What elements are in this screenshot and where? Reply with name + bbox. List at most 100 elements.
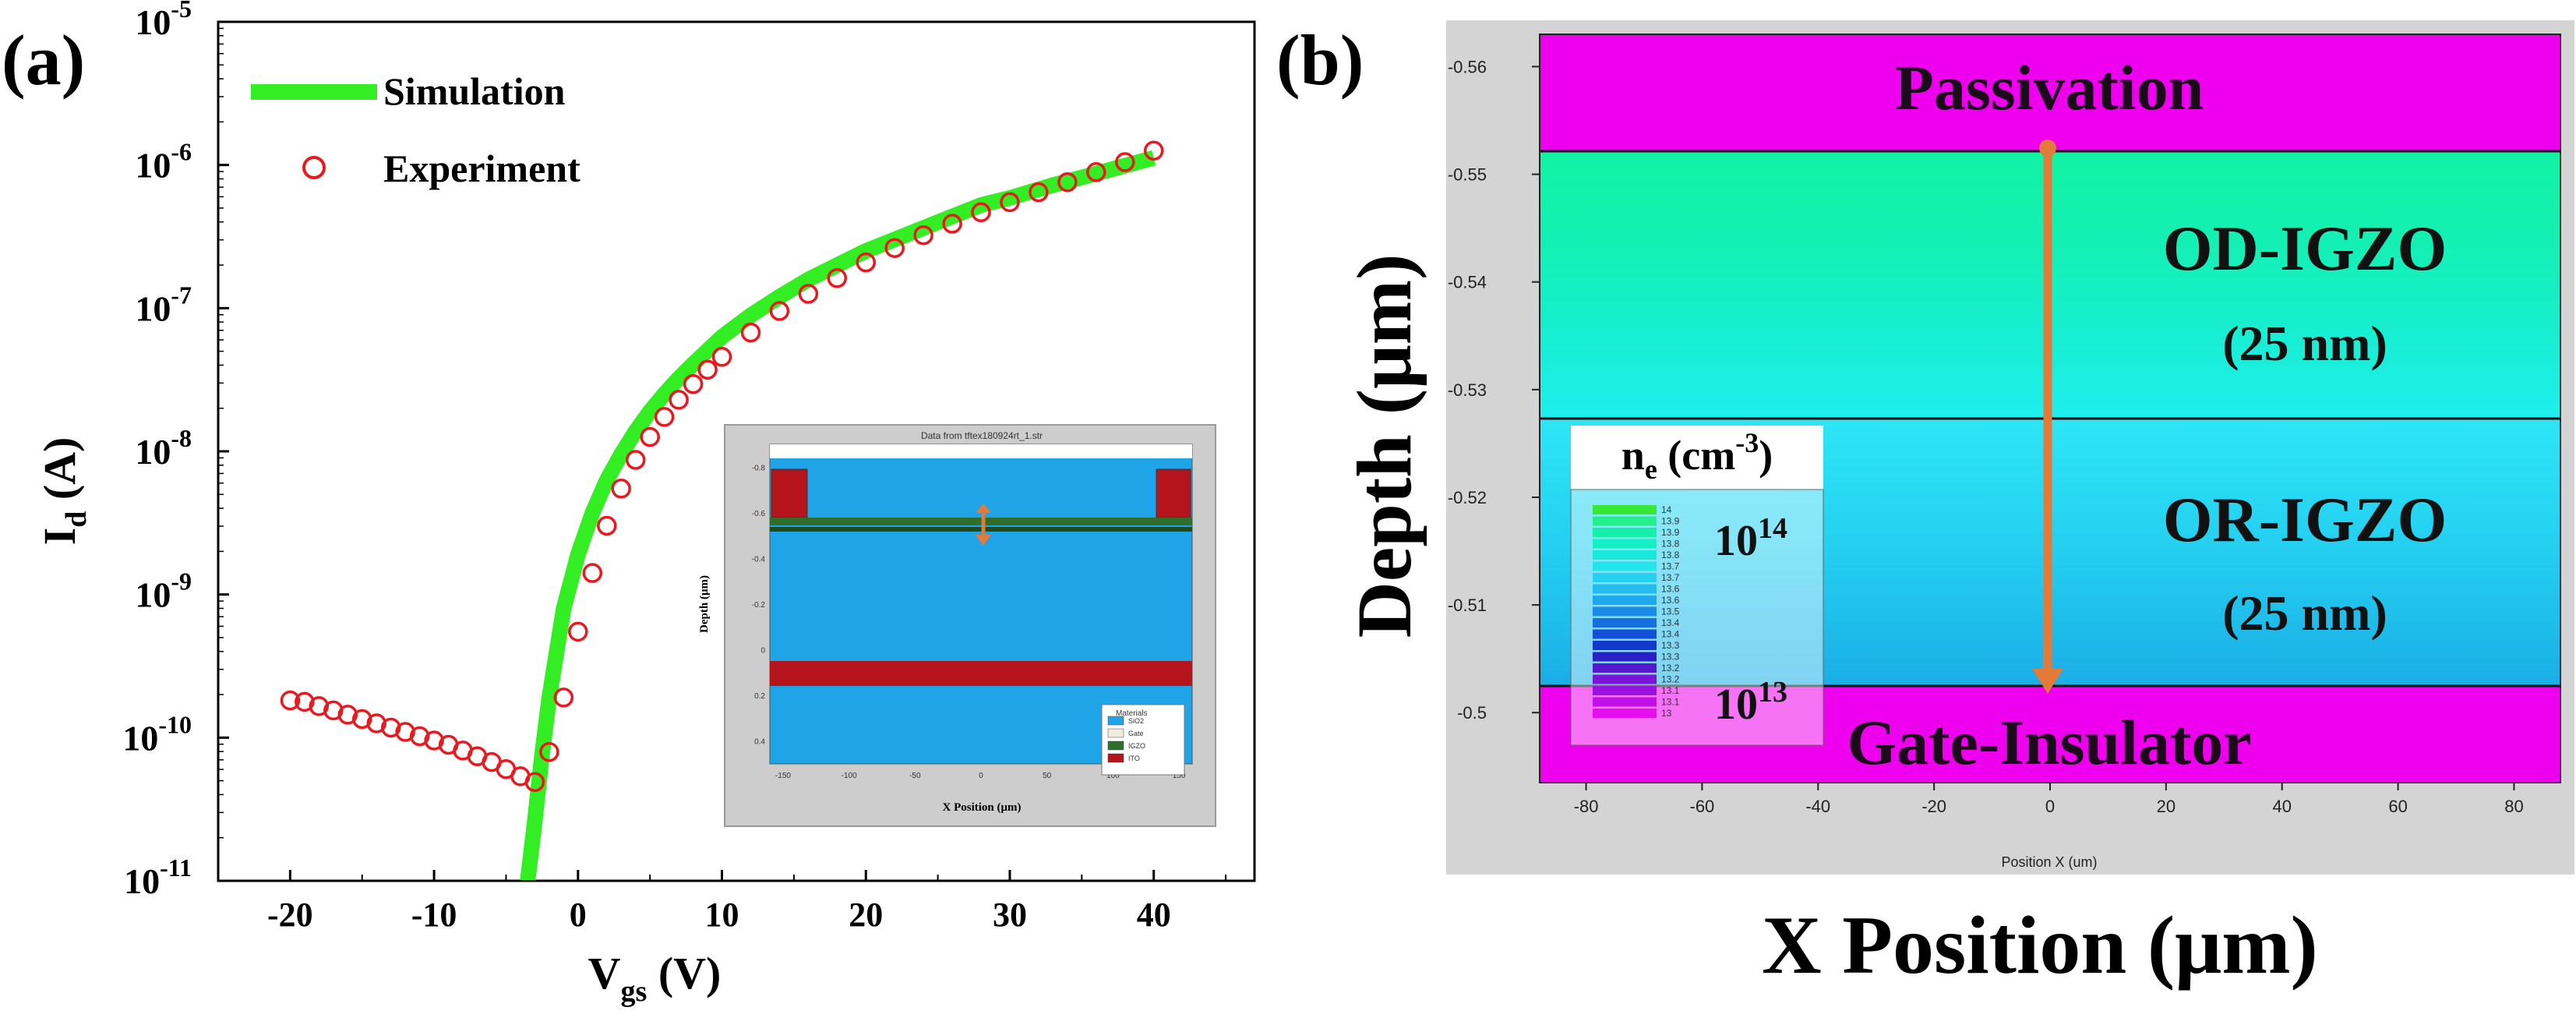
experiment-point (827, 268, 848, 288)
inset-legend-swatch (1107, 741, 1124, 751)
experiment-point (553, 688, 574, 708)
ne-legend-level: 13.7 (1661, 561, 1680, 572)
ne-legend-title-box (1571, 426, 1823, 490)
b-x-tick-label: 0 (2045, 797, 2055, 816)
experiment-point (798, 284, 819, 304)
layer-label-od-igzo: OD-IGZO (2163, 213, 2447, 284)
ne-legend-swatch (1593, 596, 1657, 605)
inset-legend-label: SiO2 (1128, 717, 1144, 725)
experiment-point (683, 373, 704, 394)
b-x-tick-label: 80 (2504, 797, 2523, 816)
experiment-point (697, 359, 718, 380)
b-x-tick-label: 60 (2388, 797, 2407, 816)
b-y-tick-label: -0.52 (1448, 488, 1487, 507)
ne-legend-level: 13 (1661, 708, 1672, 719)
experiment-point (913, 224, 933, 246)
inset-legend-label: ITO (1128, 755, 1140, 762)
x-tick-label: -10 (411, 896, 457, 934)
inset-y-tick: -0.4 (752, 555, 766, 564)
inset-x-tick: 100 (1106, 772, 1120, 780)
ne-legend-min: 1013 (1714, 676, 1787, 729)
x-tick-label: 40 (1137, 896, 1171, 934)
experiment-point (611, 479, 631, 499)
ne-legend-swatch (1593, 663, 1657, 673)
ne-legend-level: 13.1 (1661, 697, 1680, 708)
inset-gate (770, 661, 1192, 686)
inset-x-tick: -100 (842, 772, 857, 780)
inset-legend-swatch (1107, 728, 1124, 738)
experiment-point (669, 390, 689, 410)
inset-y-tick: -0.6 (752, 510, 766, 518)
x-tick-label: 0 (570, 896, 587, 934)
inset-y-tick: 0 (760, 647, 765, 656)
experiment-point (740, 322, 761, 343)
panel-a-ylabel: Id (A) (34, 437, 93, 546)
ne-legend-swatch (1593, 505, 1657, 514)
layer-label-or-igzo: OR-IGZO (2163, 484, 2447, 555)
b-y-tick-label: -0.55 (1448, 165, 1487, 185)
ne-legend-title: ne (cm-3) (1621, 427, 1773, 485)
inset-legend-label: Gate (1128, 730, 1144, 737)
inset-arrow-head-down (976, 535, 991, 546)
b-x-tick-label: 20 (2157, 797, 2175, 816)
legend-experiment-label: Experiment (383, 147, 580, 190)
ne-legend: ne (cm-3) 1413.913.913.813.813.713.713.6… (1570, 426, 1824, 746)
layer-label-gate-insulator: Gate-Insulator (1847, 707, 2251, 778)
panel-b: (b) -80 -60 -40 -20 0 20 40 60 80 -0.56 -0.55 -0.54… (1276, 20, 2574, 991)
b-x-tick-label: -60 (1690, 797, 1715, 816)
y-tick-label: 10-8 (135, 424, 192, 472)
y-tick-label: 10-6 (135, 138, 192, 186)
layer-label-passivation: Passivation (1895, 52, 2204, 123)
inset-y-tick: 0.2 (754, 692, 765, 701)
experiment-point (856, 252, 877, 273)
inset-legend-title: Materials (1116, 709, 1148, 718)
ne-legend-level: 14 (1661, 504, 1672, 515)
experiment-point (769, 301, 790, 321)
panel-a-label: (a) (2, 20, 85, 100)
b-y-tick-label: -0.5 (1457, 703, 1487, 723)
ne-legend-level: 13.4 (1661, 617, 1680, 628)
inset-top-white-layer (770, 444, 1192, 458)
ne-legend-swatch (1593, 697, 1657, 707)
ne-legend-swatch (1593, 686, 1657, 695)
b-x-tick-label: -80 (1574, 797, 1599, 816)
legend-simulation-label: Simulation (383, 69, 566, 113)
experiment-point (539, 741, 559, 762)
experiment-point (884, 238, 905, 258)
inset-igzo-layer-2 (770, 527, 1192, 532)
ne-legend-swatch (1593, 573, 1657, 582)
b-x-tick-label: -20 (1921, 797, 1946, 816)
inset-ito-right (1156, 468, 1191, 518)
inset-legend-swatch (1107, 716, 1124, 726)
layer-passivation (1540, 34, 2560, 151)
panel-b-label: (b) (1276, 20, 1364, 100)
y-tick-label: 10-9 (135, 567, 192, 615)
inset-x-tick: 150 (1173, 772, 1186, 780)
experiment-point (524, 772, 545, 793)
ne-legend-swatch (1593, 606, 1657, 617)
inset-x-tick: -150 (775, 772, 791, 780)
inset-xlabel: X Position (μm) (943, 801, 1022, 814)
inset-arrow-head-up (976, 504, 991, 513)
ne-legend-swatch (1593, 618, 1657, 627)
experiment-point (1057, 171, 1078, 193)
panel-a-axis-ticks: -20 -10 0 10 20 30 4010-1110-1010-910-810-710-… (122, 0, 1227, 934)
ne-legend-swatch (1593, 561, 1657, 571)
ne-legend-level: 13.4 (1661, 629, 1680, 640)
ne-legend-swatch (1593, 652, 1657, 662)
ne-legend-level: 13.3 (1661, 652, 1680, 663)
inset-legend: Materials SiO2 Gate IGZO ITO (1101, 704, 1185, 776)
layer-label-or-thickness: (25 nm) (2222, 585, 2387, 641)
ne-legend-swatch (1593, 709, 1657, 718)
ne-legend-swatch (1593, 539, 1657, 549)
panel-b-ylabel: Depth (μm) (1341, 254, 1427, 638)
ne-legend-swatch (1593, 528, 1657, 537)
ne-legend-level: 13.3 (1661, 640, 1680, 651)
ne-legend-level: 13.8 (1661, 550, 1680, 560)
panel-b-axis-ticks: -80 -60 -40 -20 0 20 40 60 80 -0.56 -0.55 -0.54 -0.5… (1448, 57, 2524, 816)
experiment-point (582, 563, 603, 583)
experiment-point (597, 515, 617, 536)
inset-igzo-layer (770, 518, 1192, 525)
ne-legend-swatch (1593, 674, 1657, 684)
ne-legend-level: 13.7 (1661, 572, 1680, 583)
